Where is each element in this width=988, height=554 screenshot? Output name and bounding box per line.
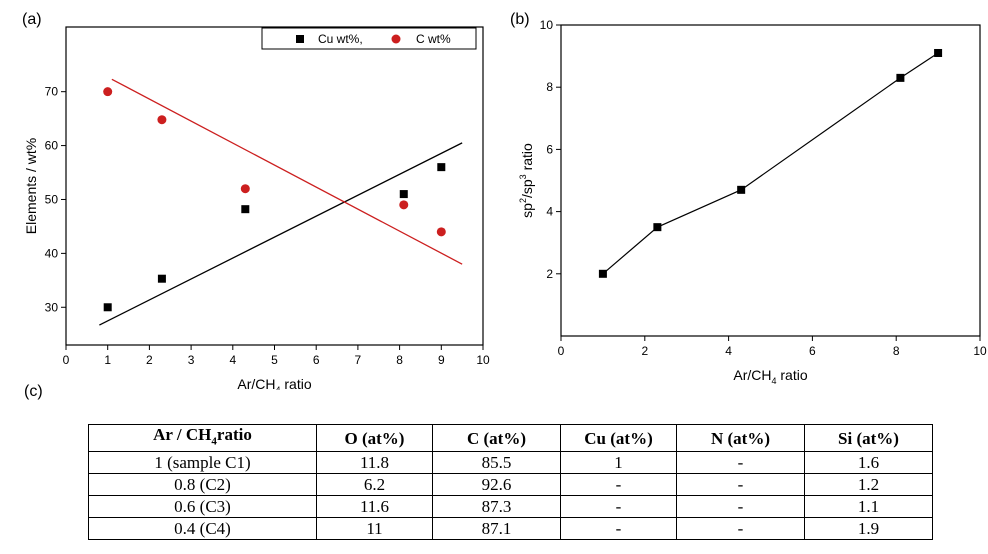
a-y-tick-label: 70 [45, 85, 59, 99]
table-cell: - [560, 495, 677, 519]
a-x-tick-label: 3 [188, 353, 195, 367]
a-x-tick-label: 5 [271, 353, 278, 367]
table-row: 0.6 (C3) 11.6 87.3- -1.1 [88, 495, 933, 519]
b-x-tick-label: 8 [893, 344, 900, 358]
b-point [896, 73, 905, 82]
table-cell: 0.8 (C2) [88, 473, 317, 497]
a-x-tick-label: 10 [476, 353, 490, 367]
table-header-cell: O (at%) [316, 423, 433, 453]
legend-label-cu: Cu wt%, [318, 32, 363, 46]
a-x-tick-label: 4 [229, 353, 236, 367]
panel-a-label: (a) [22, 11, 42, 28]
a-x-tick-label: 6 [313, 353, 320, 367]
b-y-tick-label: 6 [546, 142, 553, 156]
panel-b-label: (b) [510, 11, 530, 28]
table-row: 0.8 (C2) 6.2 92.6- -1.2 [88, 473, 933, 497]
legend-marker-c [391, 34, 401, 44]
legend-label-c: C wt% [416, 32, 451, 46]
table-cell: - [560, 517, 677, 541]
table-cell: - [676, 473, 805, 497]
table-cell: 0.4 (C4) [88, 517, 317, 541]
point-c [436, 227, 446, 237]
table-cell: 1.1 [804, 495, 933, 519]
a-y-tick-label: 30 [45, 300, 59, 314]
table-cell: 1.2 [804, 473, 933, 497]
table-cell: 11.6 [316, 495, 433, 519]
b-series-line [602, 52, 939, 275]
a-y-tick-label: 50 [45, 192, 59, 206]
a-x-tick-label: 8 [396, 353, 403, 367]
table-cell: 6.2 [316, 473, 433, 497]
a-x-tick-label: 0 [63, 353, 70, 367]
table-cell: - [676, 495, 805, 519]
table-row: 1 (sample C1) 11.8 85.5 1-1.6 [88, 451, 933, 475]
table-header-cell: Cu (at%) [560, 423, 677, 453]
b-point [653, 223, 662, 232]
b-y-tick-label: 10 [540, 18, 554, 32]
legend-box [261, 27, 477, 50]
table-header-row: Ar / CH4ratio O (at%) C (at%) Cu (at%) N (at… [88, 423, 933, 453]
composition-table: Ar / CH4ratio O (at%) C (at%) Cu (at%) N (at… [88, 423, 933, 541]
a-y-tick-label: 40 [45, 246, 59, 260]
point-cu [157, 274, 166, 283]
a-x-tick-label: 7 [355, 353, 362, 367]
table-row: 0.4 (C4) 11 87.1- -1.9 [88, 517, 933, 541]
table-header-cell: C (at%) [432, 423, 561, 453]
table-header-cell: Ar / CH4ratio [88, 423, 317, 453]
a-x-axis-label: Ar/CH4 ratio [237, 376, 311, 390]
b-point [934, 48, 943, 57]
chart-a: 0 1 2 3 4 5 6 7 8 9 10 30 40 50 60 70 Ar/CH4 ratio (a) Ele… [22, 11, 490, 390]
b-y-tick-label: 4 [546, 205, 553, 219]
table-cell: 11 [316, 517, 433, 541]
a-legend: Cu wt%, C wt% [261, 27, 477, 50]
table-cell: 0.6 (C3) [88, 495, 317, 519]
point-cu [437, 163, 446, 172]
point-cu [399, 190, 408, 199]
b-x-tick-label: 4 [725, 344, 732, 358]
b-x-tick-label: 10 [973, 344, 987, 358]
a-plot-frame [65, 26, 484, 346]
table-cell: 87.1 [432, 517, 561, 541]
table-cell: 1.6 [804, 451, 933, 475]
b-point [598, 269, 607, 278]
table-cell: 1.9 [804, 517, 933, 541]
point-cu [241, 205, 250, 214]
b-x-tick-label: 0 [558, 344, 565, 358]
point-cu [103, 303, 112, 312]
b-y-tick-label: 8 [546, 80, 553, 94]
table-cell: 1 (sample C1) [88, 451, 317, 475]
table-cell: 85.5 [432, 451, 561, 475]
chart-b: 0 2 4 6 8 10 2 4 6 8 10 Ar/CH4 ratio (b) sp2/sp3 rati… [510, 11, 987, 386]
a-x-tick-label: 9 [438, 353, 445, 367]
point-c [240, 184, 250, 194]
b-x-tick-label: 6 [809, 344, 816, 358]
table-cell: - [560, 473, 677, 497]
fit-line-c [111, 78, 463, 265]
a-x-tick-label: 1 [104, 353, 111, 367]
point-c [103, 87, 113, 97]
b-y-tick-label: 2 [546, 267, 553, 281]
b-plot-frame [560, 24, 981, 337]
point-c [399, 200, 409, 210]
table-cell: - [676, 451, 805, 475]
a-y-axis-label: Elements / wt% [23, 138, 39, 234]
table-header-cell: Si (at%) [804, 423, 933, 453]
b-y-axis-label: sp2/sp3 ratio [518, 143, 535, 218]
b-x-tick-label: 2 [641, 344, 648, 358]
table-cell: 87.3 [432, 495, 561, 519]
panel-c-label: (c) [24, 383, 43, 400]
table-cell: 11.8 [316, 451, 433, 475]
table-cell: 92.6 [432, 473, 561, 497]
b-x-axis-label: Ar/CH4 ratio [733, 367, 807, 386]
table-cell: - [676, 517, 805, 541]
a-y-tick-label: 60 [45, 139, 59, 153]
a-x-tick-label: 2 [146, 353, 153, 367]
table-cell: 1 [560, 451, 677, 475]
table-header-cell: N (at%) [676, 423, 805, 453]
fit-line-cu [99, 142, 463, 326]
legend-marker-cu [296, 35, 304, 43]
point-c [157, 115, 167, 125]
b-point [737, 185, 746, 194]
